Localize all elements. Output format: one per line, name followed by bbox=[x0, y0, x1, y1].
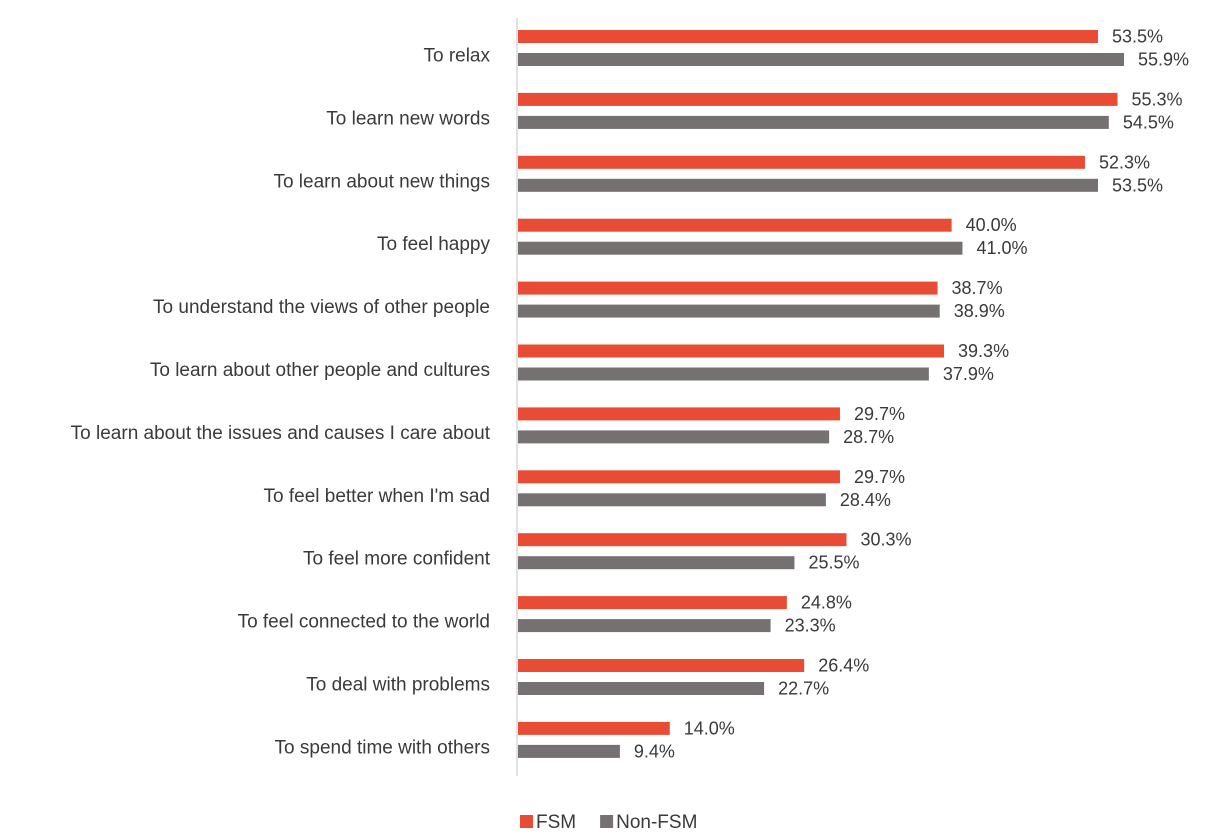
data-label: 29.7% bbox=[854, 467, 905, 487]
data-label: 52.3% bbox=[1099, 152, 1150, 172]
bar-non-fsm bbox=[518, 682, 765, 695]
bar-fsm bbox=[518, 721, 670, 735]
data-label: 41.0% bbox=[976, 238, 1027, 258]
category-label: To learn new words bbox=[326, 108, 490, 129]
category-label: To deal with problems bbox=[306, 675, 490, 696]
data-label: 37.9% bbox=[943, 364, 994, 384]
bar-fsm bbox=[518, 407, 840, 421]
category-label: To learn about new things bbox=[273, 171, 490, 192]
data-label: 22.7% bbox=[778, 679, 829, 699]
legend-label: FSM bbox=[536, 812, 576, 833]
category-label: To learn about other people and cultures bbox=[150, 360, 490, 381]
plot-area: To relax 53.5% 55.9% To learn new words 55.3… bbox=[71, 18, 1189, 776]
data-label: 25.5% bbox=[808, 553, 859, 573]
bar-non-fsm bbox=[518, 556, 795, 570]
data-label: 26.4% bbox=[818, 656, 869, 676]
bar-fsm bbox=[518, 155, 1085, 169]
data-label: 30.3% bbox=[860, 530, 911, 550]
bar-non-fsm bbox=[518, 53, 1124, 66]
data-label: 53.5% bbox=[1112, 27, 1163, 47]
bar-fsm bbox=[518, 92, 1118, 106]
data-label: 53.5% bbox=[1112, 175, 1163, 195]
data-label: 40.0% bbox=[966, 215, 1017, 235]
bar-fsm bbox=[518, 344, 945, 358]
data-label: 38.9% bbox=[954, 301, 1005, 321]
bar-fsm bbox=[518, 218, 952, 232]
data-label: 14.0% bbox=[684, 718, 735, 738]
legend-swatch-non-fsm bbox=[600, 815, 614, 828]
category-label: To learn about the issues and causes I c… bbox=[71, 423, 491, 444]
bar-non-fsm bbox=[518, 367, 929, 381]
bar-fsm bbox=[518, 281, 938, 295]
category-label: To feel connected to the world bbox=[238, 612, 490, 633]
data-label: 38.7% bbox=[952, 278, 1003, 298]
legend: FSM Non-FSM bbox=[520, 812, 697, 833]
data-label: 24.8% bbox=[801, 593, 852, 613]
category-label: To feel better when I'm sad bbox=[264, 486, 490, 507]
bar-non-fsm bbox=[518, 430, 830, 444]
category-label: To spend time with others bbox=[275, 737, 490, 758]
bar-non-fsm bbox=[518, 178, 1098, 192]
bar-non-fsm bbox=[518, 115, 1109, 129]
category-label: To understand the views of other people bbox=[153, 297, 490, 318]
data-label: 28.4% bbox=[840, 490, 891, 510]
legend-swatch-fsm bbox=[520, 815, 533, 828]
bar-fsm bbox=[518, 596, 787, 610]
data-label: 28.7% bbox=[843, 427, 894, 447]
data-label: 9.4% bbox=[634, 741, 675, 761]
bar-fsm bbox=[518, 470, 840, 484]
data-label: 55.9% bbox=[1138, 50, 1189, 70]
bar-fsm bbox=[518, 659, 805, 672]
category-label: To relax bbox=[423, 46, 490, 67]
bar-non-fsm bbox=[518, 304, 940, 318]
data-label: 39.3% bbox=[958, 341, 1009, 361]
bar-non-fsm bbox=[518, 744, 620, 758]
bar-fsm bbox=[518, 30, 1098, 43]
data-label: 29.7% bbox=[854, 404, 905, 424]
category-label: To feel more confident bbox=[303, 549, 491, 570]
data-label: 54.5% bbox=[1123, 112, 1174, 132]
data-label: 23.3% bbox=[785, 616, 836, 636]
bar-non-fsm bbox=[518, 493, 826, 507]
data-label: 55.3% bbox=[1131, 89, 1182, 109]
bar-fsm bbox=[518, 533, 847, 547]
legend-label: Non-FSM bbox=[616, 812, 697, 833]
category-label: To feel happy bbox=[377, 234, 491, 255]
bar-non-fsm bbox=[518, 619, 771, 633]
bar-non-fsm bbox=[518, 241, 963, 255]
